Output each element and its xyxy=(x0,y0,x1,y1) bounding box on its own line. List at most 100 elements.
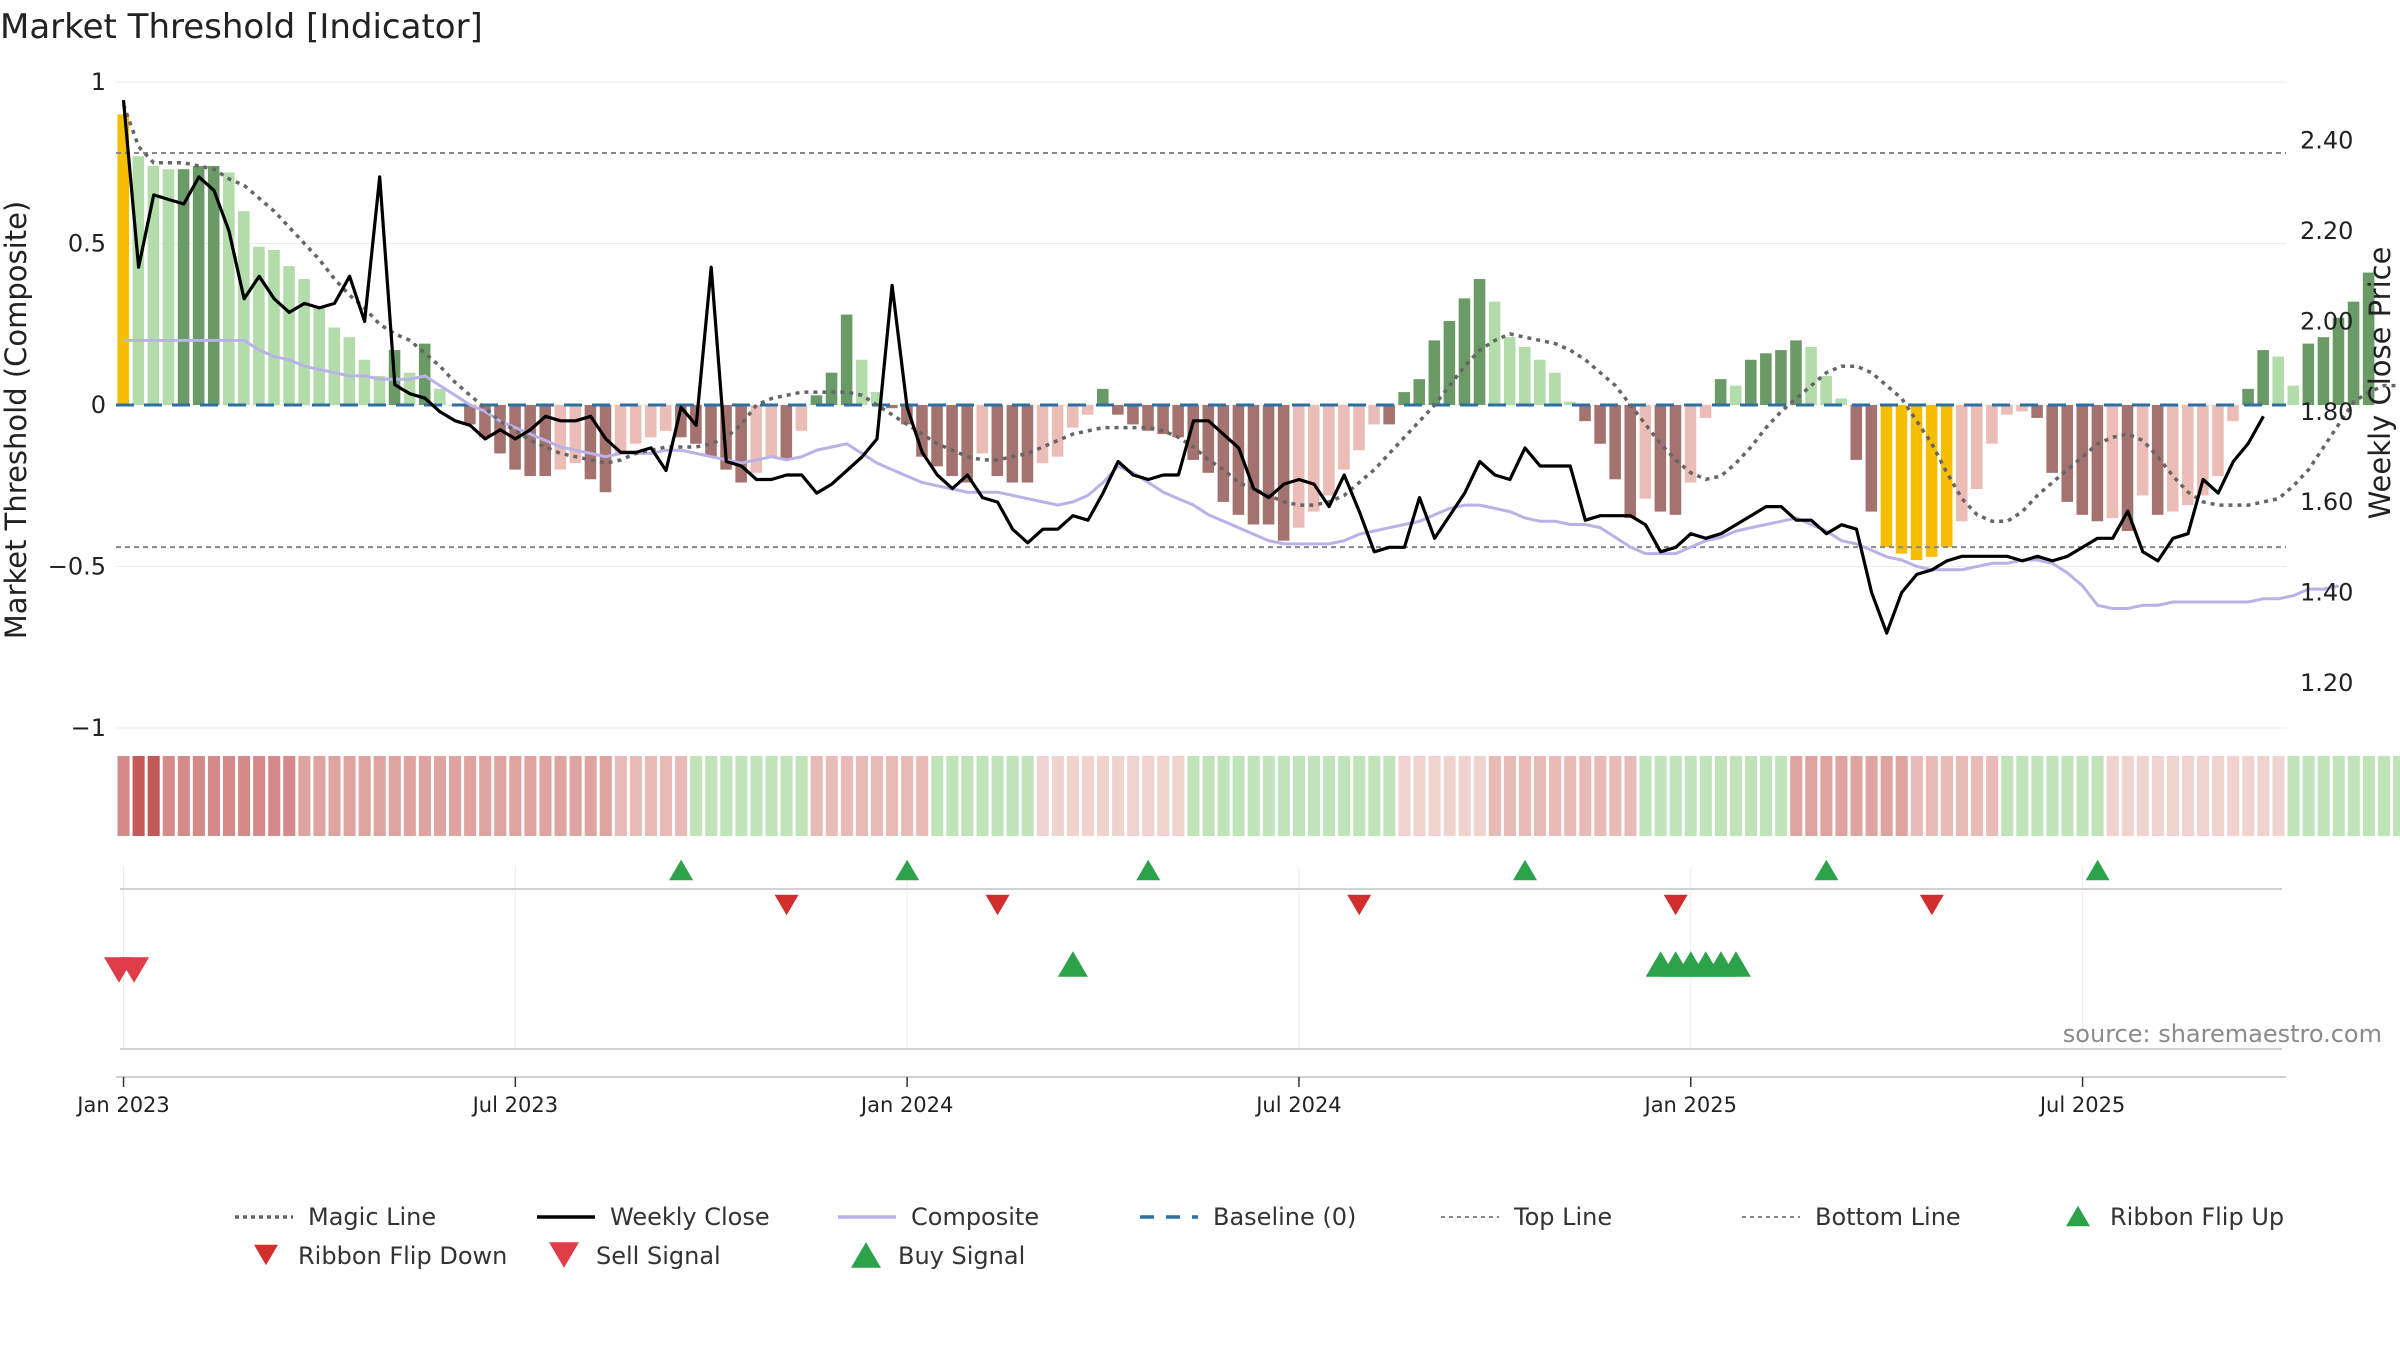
hist-bar xyxy=(1323,405,1335,496)
ribbon-cell xyxy=(1669,756,1682,836)
hist-bar xyxy=(705,405,717,457)
hist-bar xyxy=(192,165,205,405)
hist-bar xyxy=(1579,405,1591,422)
ribbon-cell xyxy=(1473,756,1486,836)
ribbon-cell xyxy=(509,756,522,836)
ribbon-cell xyxy=(2197,756,2210,836)
right-y-axis-label: Weekly Close Price xyxy=(2363,247,2397,520)
ribbon-cell xyxy=(238,756,251,836)
hist-bar xyxy=(1458,298,1471,405)
hist-bar xyxy=(644,405,657,438)
hist-bar xyxy=(2046,405,2058,473)
hist-bar xyxy=(1353,405,1365,451)
ribbon-cell xyxy=(1277,756,1290,836)
hist-bar xyxy=(1217,405,1230,502)
ribbon-cell xyxy=(464,756,477,836)
left-y-axis-label: Market Threshold (Composite) xyxy=(0,201,33,639)
ribbon-cell xyxy=(1503,756,1516,836)
ribbon-cell xyxy=(1518,756,1532,836)
ribbon-cell xyxy=(373,756,386,836)
hist-bar xyxy=(117,114,130,406)
ribbon-cell xyxy=(1805,756,1818,836)
hist-bar xyxy=(2166,405,2179,512)
ribbon-cell xyxy=(192,756,205,836)
hist-bar xyxy=(1955,405,1968,522)
ribbon-cell xyxy=(1262,756,1275,836)
hist-bar xyxy=(584,405,597,480)
ribbon-cell xyxy=(584,756,597,836)
hist-bar xyxy=(1383,405,1395,425)
hist-bar xyxy=(629,405,642,444)
hist-bar xyxy=(840,314,853,405)
hist-bar xyxy=(328,327,341,405)
left-tick-label: −0.5 xyxy=(48,553,106,581)
ribbon-cell xyxy=(433,756,447,836)
ribbon-cell xyxy=(660,756,673,836)
ribbon-cell xyxy=(2377,756,2390,836)
ribbon-cell xyxy=(1835,756,1848,836)
chart-legend: Magic Line Weekly Close Composite Baseline … xyxy=(235,1203,2284,1270)
hist-bar xyxy=(1820,375,1832,405)
hist-bar xyxy=(1940,405,1953,548)
ribbon-cell xyxy=(2287,756,2300,836)
ribbon-cell xyxy=(222,756,236,836)
hist-bar xyxy=(1518,346,1531,405)
hist-bar xyxy=(1187,405,1199,460)
ribbon-cell xyxy=(614,756,627,836)
ribbon-cell xyxy=(2091,756,2104,836)
ribbon-cell xyxy=(2151,756,2164,836)
hist-bar xyxy=(1473,279,1486,405)
hist-bar xyxy=(1895,405,1908,554)
ribbon-cell xyxy=(268,756,281,836)
composite-line xyxy=(123,338,2340,610)
legend-label: Magic Line xyxy=(308,1203,436,1231)
ribbon-cell xyxy=(2106,756,2119,836)
hist-bar xyxy=(675,405,687,438)
right-tick-label: 1.80 xyxy=(2300,398,2353,426)
ribbon-cell xyxy=(2136,756,2149,836)
ribbon-cell xyxy=(1549,756,1562,836)
ribbon-cell xyxy=(780,756,793,836)
trend-ribbon xyxy=(117,756,2400,836)
hist-bar xyxy=(1805,346,1817,405)
ribbon-cell xyxy=(2242,756,2255,836)
hist-bar xyxy=(2016,405,2028,412)
ribbon-flip-up-marker xyxy=(1136,859,1161,881)
ribbon-cell xyxy=(1232,756,1245,836)
hist-bar xyxy=(2272,356,2284,405)
ribbon-cell xyxy=(1247,756,1260,836)
hist-bar xyxy=(2106,405,2119,519)
ribbon-cell xyxy=(1820,756,1833,836)
ribbon-cell xyxy=(147,756,160,836)
x-tick-label: Jan 2025 xyxy=(1643,1093,1738,1117)
hist-bar xyxy=(2076,405,2089,515)
ribbon-cell xyxy=(976,756,989,836)
hist-bar xyxy=(162,169,175,405)
ribbon-cell xyxy=(840,756,853,836)
ribbon-cell xyxy=(644,756,657,836)
ribbon-cell xyxy=(1187,756,1200,836)
hist-bar xyxy=(313,308,325,405)
hist-bar xyxy=(479,405,491,438)
ribbon-cell xyxy=(1850,756,1863,836)
ribbon-cell xyxy=(886,756,899,836)
hist-bar xyxy=(1910,405,1923,561)
buy-signal-marker xyxy=(1057,951,1088,977)
hist-bar xyxy=(931,405,943,467)
hist-bar xyxy=(238,211,250,405)
hist-bar xyxy=(222,172,235,405)
ribbon-cell xyxy=(1790,756,1803,836)
hist-bar xyxy=(886,405,898,409)
ribbon-cell xyxy=(735,756,748,836)
right-tick-label: 2.00 xyxy=(2300,307,2353,335)
hist-bar xyxy=(599,405,612,493)
hist-bar xyxy=(2001,405,2013,415)
hist-bar xyxy=(1142,405,1154,431)
ribbon-cell xyxy=(554,756,567,836)
ribbon-cell xyxy=(1699,756,1712,836)
magic-line xyxy=(121,104,2400,524)
hist-bar xyxy=(524,405,536,477)
hist-bar xyxy=(2227,405,2239,422)
hist-bar xyxy=(1021,405,1034,483)
ribbon-cell xyxy=(1428,756,1441,836)
